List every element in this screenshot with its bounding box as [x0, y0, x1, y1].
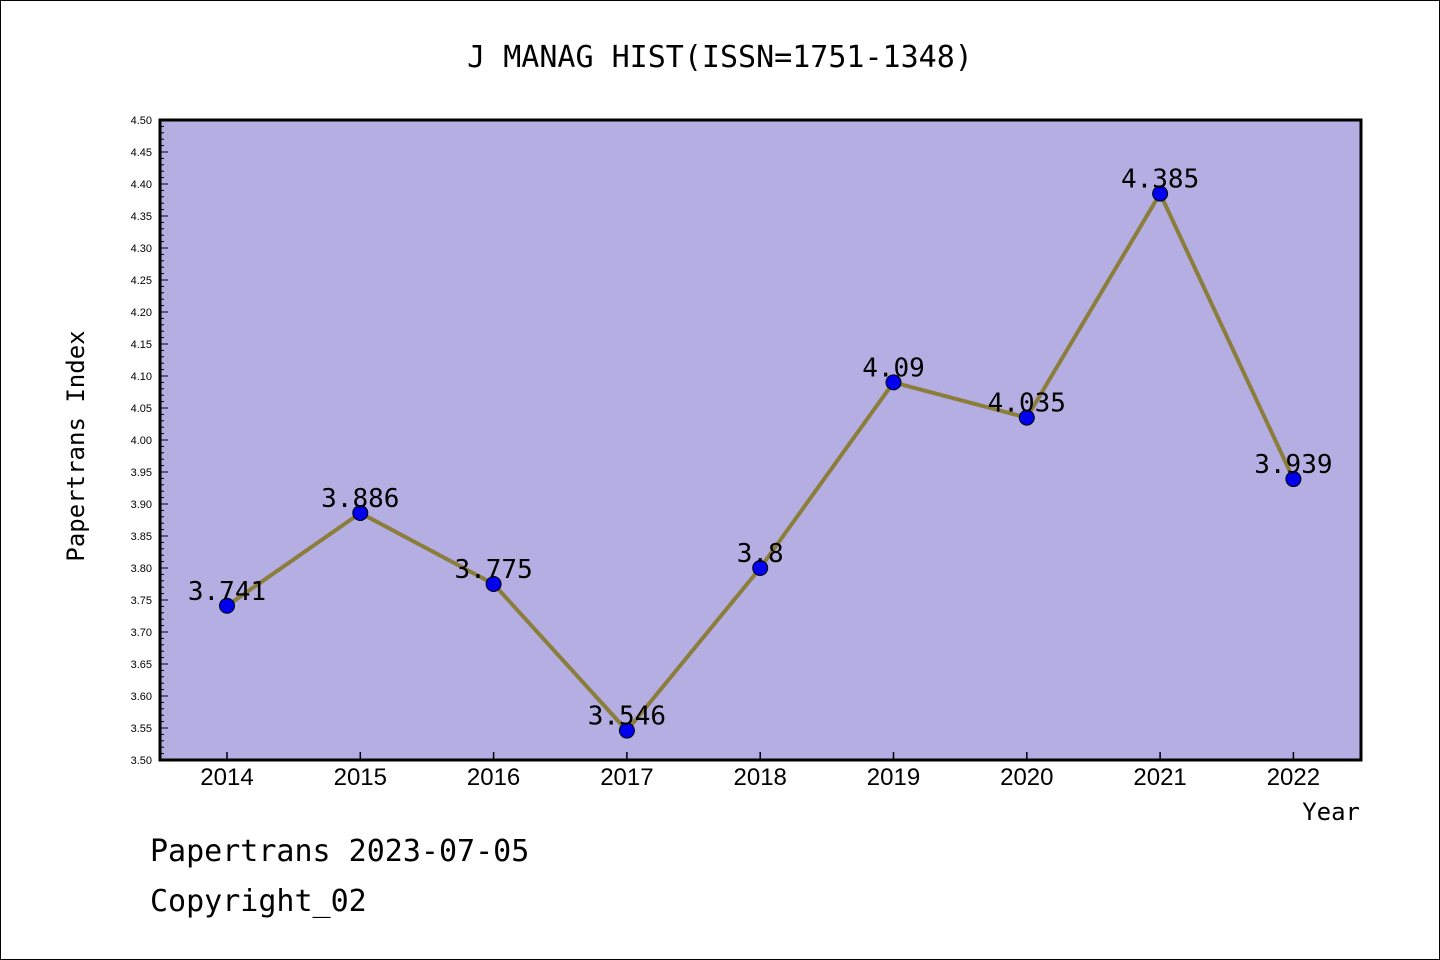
y-tick-label: 4.20 — [131, 307, 152, 319]
x-tick-label: 2020 — [1000, 764, 1053, 791]
series — [219, 185, 1302, 739]
x-tick-label: 2016 — [467, 764, 520, 791]
y-axis-label: Papertrans Index — [62, 330, 90, 561]
y-tick-label: 4.45 — [131, 147, 152, 159]
y-tick-label: 3.65 — [131, 659, 152, 671]
x-tick-label: 2017 — [600, 764, 653, 791]
y-tick-label: 4.10 — [131, 371, 152, 383]
data-label: 4.035 — [988, 389, 1066, 419]
data-point — [1285, 471, 1302, 488]
data-labels: 3.741 3.886 3.775 3.546 3.8 4.09 4.035 4.385 3.9… — [188, 165, 1333, 732]
data-point — [752, 560, 769, 576]
y-tick-label: 3.80 — [131, 563, 152, 575]
x-tick-label: 2018 — [734, 764, 787, 791]
data-point — [219, 597, 235, 614]
data-point — [885, 374, 902, 391]
data-label: 3.546 — [588, 702, 666, 732]
y-tick-label: 4.30 — [131, 243, 152, 255]
y-tick-label: 3.55 — [131, 723, 152, 735]
y-axis-ticks: 3.50 3.55 3.60 3.65 3.70 3.75 3.80 3.85 3.90 3.95… — [131, 115, 168, 767]
data-point — [352, 504, 369, 521]
y-tick-label: 3.75 — [131, 595, 152, 607]
x-tick-label: 2019 — [867, 764, 920, 791]
y-tick-label: 3.85 — [131, 531, 152, 543]
y-tick-label: 4.05 — [131, 403, 152, 415]
x-tick-label: 2022 — [1267, 764, 1320, 791]
y-tick-label: 3.60 — [131, 691, 152, 703]
x-tick-label: 2014 — [200, 764, 253, 791]
data-point — [1152, 185, 1169, 202]
y-tick-label: 4.15 — [131, 339, 152, 351]
y-tick-label: 4.00 — [131, 435, 152, 447]
y-tick-label: 4.35 — [131, 211, 152, 223]
data-label: 3.939 — [1254, 450, 1332, 480]
y-tick-label: 3.90 — [131, 499, 152, 511]
y-tick-label: 3.50 — [131, 755, 152, 767]
y-tick-label: 4.40 — [131, 179, 152, 191]
x-axis-ticks: 2014 2015 2016 2017 2018 2019 2020 2021 2022 — [200, 752, 1320, 791]
data-label: 3.886 — [321, 484, 399, 514]
data-label: 3.8 — [737, 539, 784, 569]
y-tick-label: 3.70 — [131, 627, 152, 639]
chart-title: J MANAG HIST(ISSN=1751-1348) — [467, 40, 973, 75]
data-label: 4.09 — [862, 353, 925, 383]
data-point — [1018, 409, 1035, 426]
plot-area — [158, 118, 1363, 762]
footer-copyright: Copyright_02 — [150, 884, 367, 919]
y-tick-label: 4.50 — [131, 115, 152, 127]
y-tick-label: 4.25 — [131, 275, 152, 287]
y-tick-label: 3.95 — [131, 467, 152, 479]
footer-date: Papertrans 2023-07-05 — [150, 834, 530, 869]
data-label: 3.775 — [454, 555, 532, 585]
data-point — [618, 722, 635, 739]
data-label: 3.741 — [188, 577, 266, 607]
x-tick-label: 2015 — [334, 764, 387, 791]
data-point — [485, 576, 502, 592]
data-label: 4.385 — [1121, 165, 1199, 195]
x-axis-label: Year — [1302, 798, 1360, 826]
x-tick-label: 2021 — [1133, 764, 1186, 791]
